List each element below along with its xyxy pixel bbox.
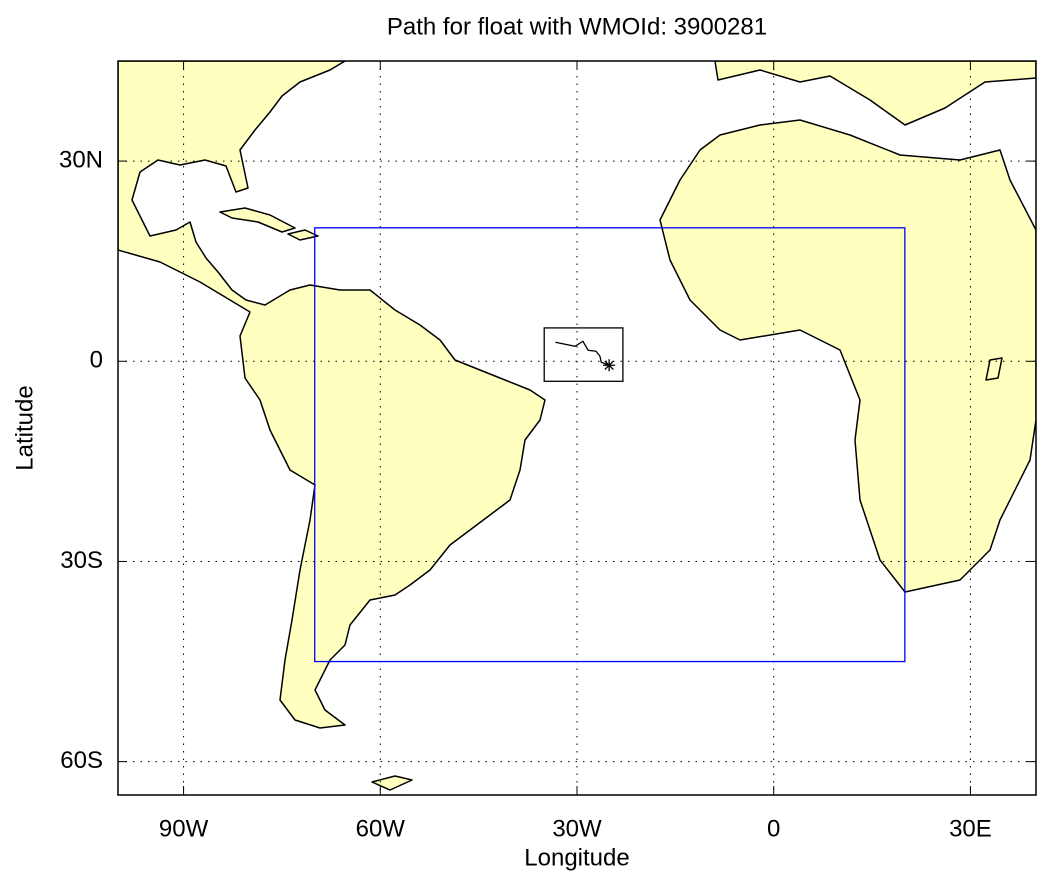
x-tick-label: 90W	[159, 815, 209, 842]
float-track	[555, 340, 610, 366]
hispaniola	[287, 229, 319, 241]
y-tick-label: 60S	[60, 747, 103, 774]
x-tick-label: 0	[767, 815, 780, 842]
zoom-box	[543, 327, 624, 382]
y-tick-label: 0	[90, 347, 103, 374]
axes-frame	[117, 60, 1037, 796]
chart-title: Path for float with WMOId: 3900281	[387, 13, 767, 40]
y-tick-label: 30N	[59, 146, 103, 173]
grid	[118, 61, 1036, 795]
last-position	[603, 359, 616, 372]
land	[118, 61, 1036, 791]
americas	[118, 61, 546, 729]
data-layer	[314, 227, 906, 663]
cuba	[219, 207, 296, 233]
y-axis-label: Latitude	[11, 385, 38, 470]
madagascar	[985, 357, 1003, 381]
africa	[659, 119, 1036, 593]
x-tick-label: 30W	[552, 815, 602, 842]
europe	[714, 61, 1036, 126]
x-tick-label: 60W	[356, 815, 406, 842]
x-tick-label: 30E	[949, 815, 992, 842]
region-box	[314, 227, 906, 663]
y-tick-label: 30S	[60, 547, 103, 574]
antarctic-islands	[371, 775, 413, 791]
x-axis-label: Longitude	[524, 844, 629, 871]
